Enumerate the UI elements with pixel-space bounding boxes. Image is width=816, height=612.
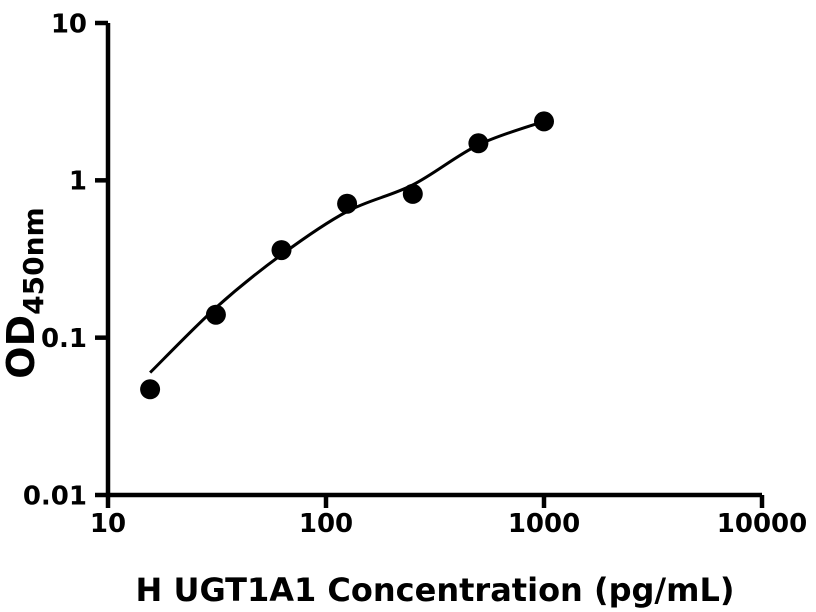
data-point [534,111,554,132]
data-point [468,133,489,154]
axis-spine [105,23,762,498]
data-point [271,240,292,261]
data-point [205,304,226,325]
data-point [402,183,423,204]
x-tick-label-10: 10 [90,509,126,539]
y-axis-title: OD450nm [0,207,50,378]
fitted-standard-curve [149,119,545,374]
y-tick-label-0.1: 0.1 [41,324,87,354]
x-tick-label-10000: 10000 [717,509,807,539]
data-point-layer [140,111,554,400]
x-tick-label-1000: 1000 [508,509,580,539]
axes [95,20,765,508]
y-tick-label-0.01: 0.01 [23,481,87,511]
data-point [140,379,161,400]
x-axis-title: H UGT1A1 Concentration (pg/mL) [136,571,735,609]
x-tick-label-100: 100 [299,509,353,539]
y-axis-title-subscript: 450nm [17,207,50,315]
fit-curve-layer [149,119,545,374]
y-tick-label-10: 10 [51,9,87,39]
y-tick-label-1: 1 [69,167,87,197]
data-point [337,193,358,214]
y-axis-title-main: OD [0,315,43,379]
